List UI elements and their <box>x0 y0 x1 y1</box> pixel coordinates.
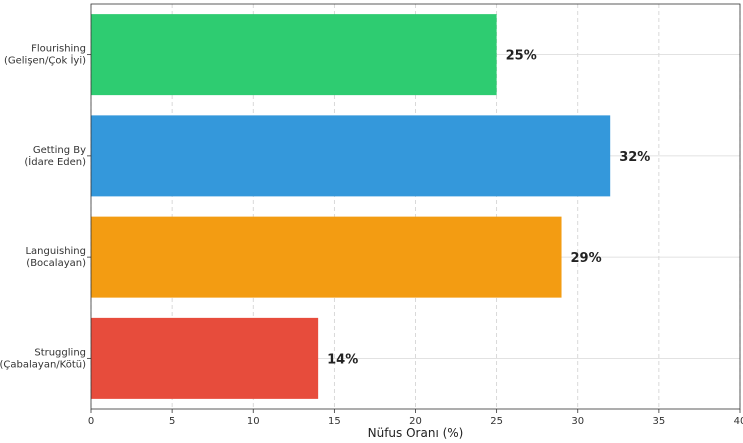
axes: 0 5 10 15 20 25 30 35 40 Flourishing(Gelişen/Çok … <box>0 3 743 427</box>
x-tick-label: 35 <box>653 416 666 427</box>
x-tick-label: 15 <box>328 416 341 427</box>
bar-value-label: 32% <box>619 150 650 165</box>
x-tick-label: 40 <box>734 416 743 427</box>
x-tick-label: 30 <box>571 416 584 427</box>
bar <box>91 115 611 197</box>
plot-frame <box>90 3 741 410</box>
x-tick-label: 25 <box>490 416 503 427</box>
bar <box>91 216 562 298</box>
y-category-label: Languishing (Bocalayan) <box>25 246 86 269</box>
bar-value-label: 25% <box>506 49 537 64</box>
bar-value-label: 29% <box>571 251 602 266</box>
bar <box>91 14 497 96</box>
y-category-label: Getting By (İdare Eden) <box>24 145 86 168</box>
x-tick-label: 5 <box>169 416 175 427</box>
bars: 25% 32% 29% 14% <box>91 14 650 399</box>
bar-value-label: 14% <box>327 352 358 367</box>
y-category-label: Struggling (Çabalayan/Kötü) <box>0 347 86 370</box>
x-tick-label: 0 <box>88 416 94 427</box>
x-tick-label: 20 <box>409 416 422 427</box>
x-tick-label: 10 <box>247 416 260 427</box>
y-category-label: Flourishing (Gelişen/Çok İyi) <box>4 44 86 67</box>
bar <box>91 317 319 399</box>
x-axis-title: Nüfus Oranı (%) <box>368 426 464 440</box>
